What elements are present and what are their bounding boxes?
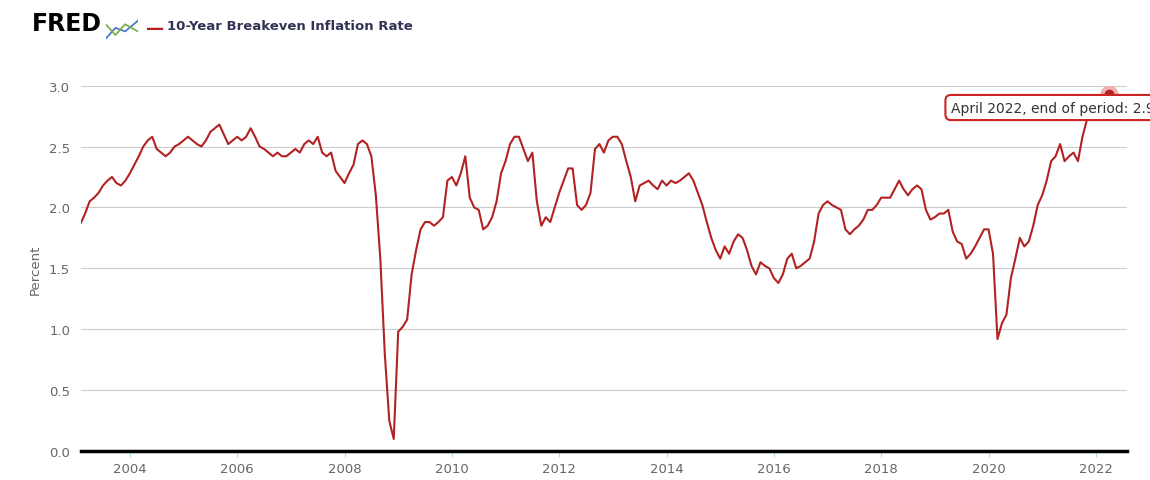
Text: —: — bbox=[146, 20, 164, 38]
Y-axis label: Percent: Percent bbox=[29, 244, 43, 294]
Text: April 2022, end of period: 2.93: April 2022, end of period: 2.93 bbox=[951, 101, 1150, 115]
Text: 10-Year Breakeven Inflation Rate: 10-Year Breakeven Inflation Rate bbox=[167, 20, 413, 33]
Text: FRED: FRED bbox=[32, 12, 102, 36]
